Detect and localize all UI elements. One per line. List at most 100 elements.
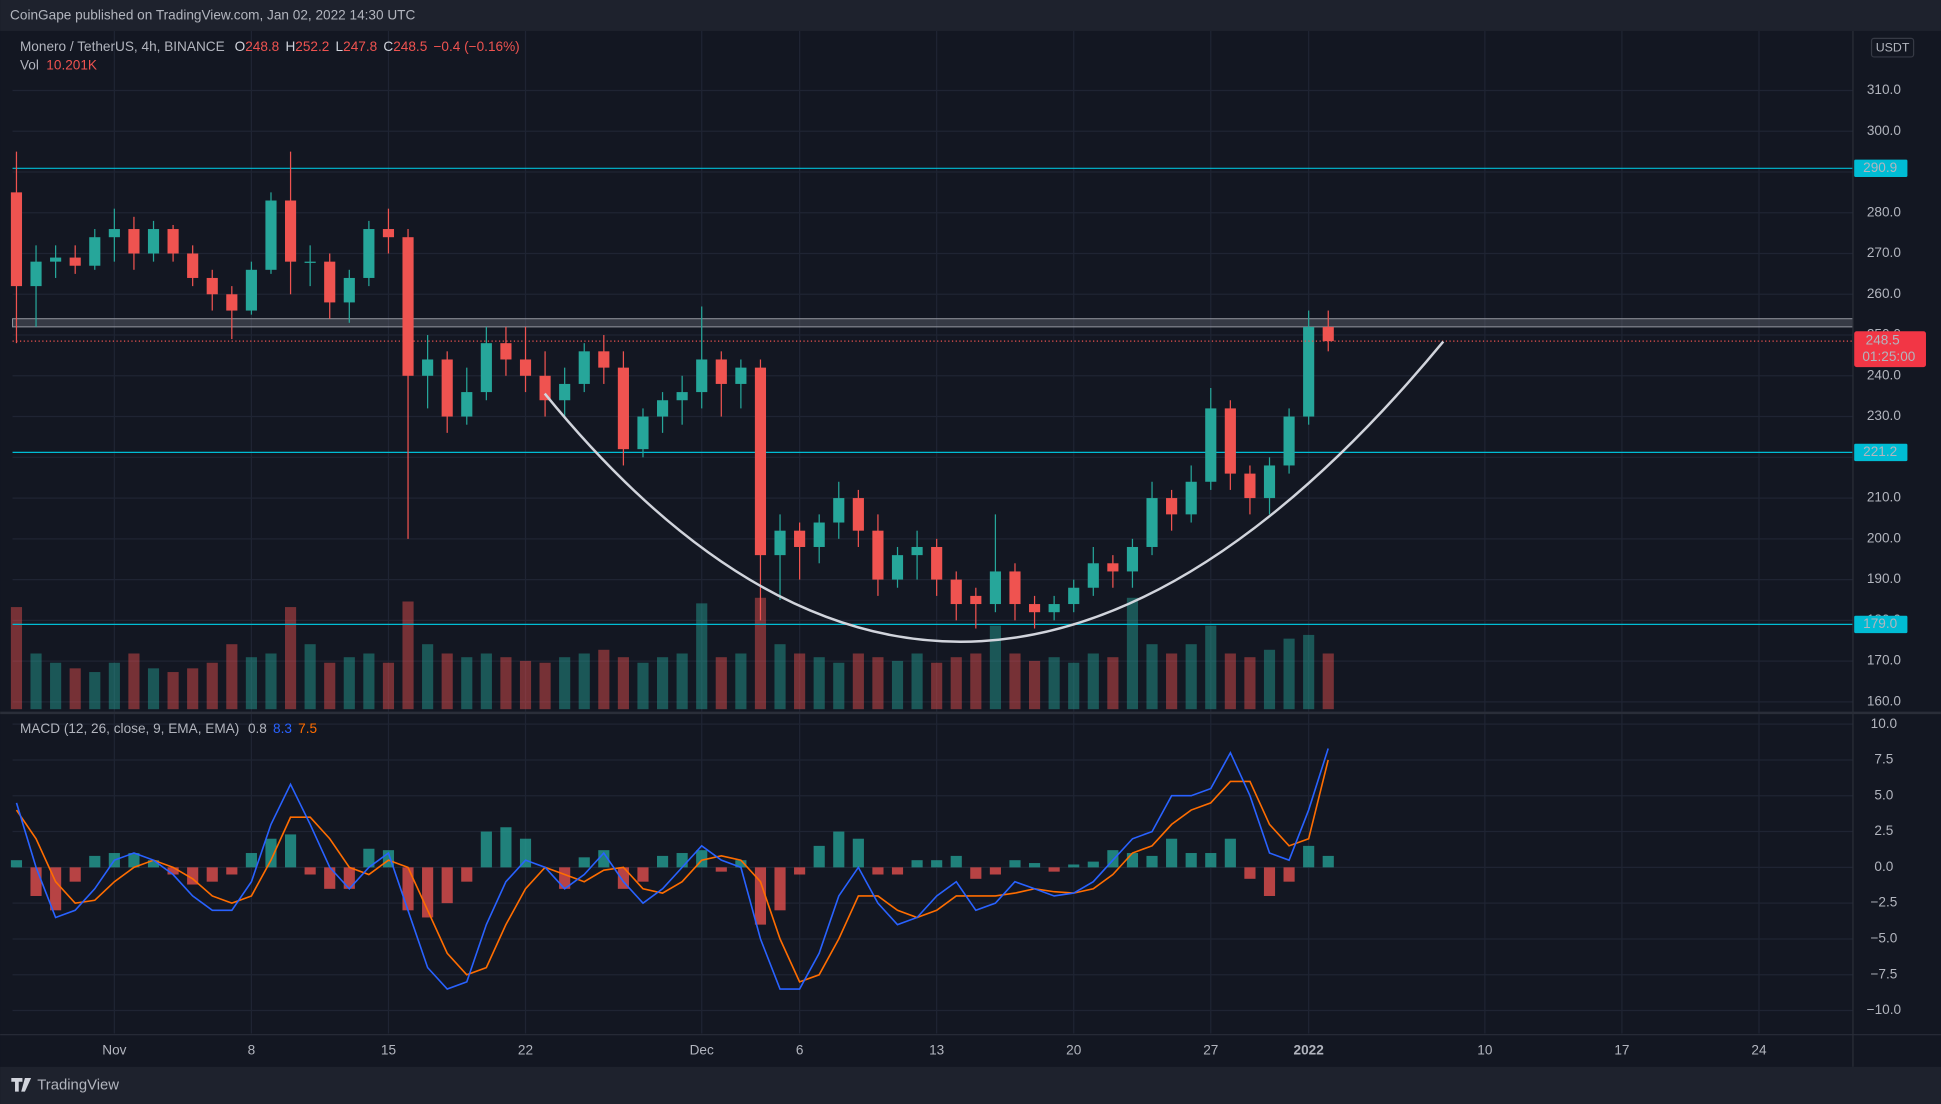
histogram-bar [1166, 838, 1178, 868]
candle-body [304, 261, 316, 263]
candle-body [1048, 604, 1060, 613]
candle-body [950, 579, 962, 605]
level-tag [1854, 159, 1908, 177]
histogram-bar [1263, 867, 1276, 896]
volume-bar [343, 657, 355, 710]
histogram-bar [441, 867, 453, 904]
macd-line [15, 748, 1329, 990]
candle-body [245, 269, 257, 311]
ohlc-value: 248.5 [393, 39, 427, 54]
histogram-bar [226, 867, 238, 875]
candle-body [1185, 481, 1197, 515]
volume-bar [989, 625, 1001, 710]
histogram-bar [265, 838, 277, 868]
signal-line [15, 759, 1329, 983]
volume-bar [187, 668, 199, 710]
histogram-bar [676, 853, 688, 868]
macd-reading: 8.3 [273, 721, 292, 736]
top-bar [0, 0, 1941, 31]
y-tick-label: 5.0 [1874, 787, 1893, 802]
candle-body [911, 546, 923, 556]
volume-bar [1205, 625, 1217, 710]
candle-body [715, 359, 727, 384]
y-tick-label: 190.0 [1867, 571, 1901, 586]
candle-body [989, 571, 1001, 605]
candle-body [1068, 587, 1080, 605]
volume-bar [1224, 653, 1236, 710]
volume-bar [950, 657, 962, 710]
volume-bar [891, 660, 904, 710]
y-tick-label: 2.5 [1874, 823, 1893, 838]
ohlc-key: C [383, 39, 393, 54]
histogram-bar [794, 867, 806, 875]
histogram-bar [245, 853, 257, 868]
candle-body [1028, 604, 1041, 613]
volume-bar [167, 672, 179, 710]
volume-bar [500, 657, 512, 710]
volume-value: 10.201K [46, 57, 97, 72]
y-tick-label: −7.5 [1870, 966, 1897, 981]
histogram-bar [461, 867, 473, 882]
volume-bar [108, 662, 120, 710]
volume-bar [715, 657, 727, 710]
footer-bar [0, 1066, 1941, 1104]
last-price-label: 248.5 [1866, 333, 1900, 348]
candle-body [480, 343, 492, 393]
y-tick-label: 10.0 [1871, 716, 1898, 731]
volume-bar [284, 607, 297, 710]
candle-body [696, 359, 708, 393]
volume-legend: Vol 10.201K [20, 57, 97, 72]
volume-bar [1283, 638, 1295, 710]
ohlc-key: L [336, 39, 344, 54]
histogram-bar [480, 831, 492, 868]
histogram-bar [1087, 861, 1099, 868]
ohlc-value: 252.2 [295, 39, 329, 54]
histogram-bar [324, 867, 336, 889]
tradingview-logo [11, 1078, 32, 1092]
histogram-bar [206, 867, 218, 882]
candle-body [794, 530, 806, 547]
y-tick-label: −10.0 [1867, 1002, 1902, 1017]
histogram-bar [363, 848, 375, 868]
volume-bar [774, 644, 786, 710]
candle-body [1205, 408, 1217, 482]
ohlc-key: H [285, 39, 295, 54]
candle-body [441, 359, 453, 417]
histogram-bar [754, 867, 767, 925]
candle-body [89, 237, 101, 266]
histogram-bar [304, 867, 316, 875]
histogram-bar [1244, 867, 1256, 879]
volume-bar [578, 653, 590, 710]
candle-body [30, 261, 42, 287]
candle-body [1322, 326, 1334, 342]
volume-bar [461, 657, 473, 710]
histogram-bar [970, 867, 982, 879]
volume-bar [1146, 644, 1158, 710]
histogram-bar [578, 857, 590, 868]
volume-bar [1048, 657, 1060, 710]
volume-bar [1126, 597, 1139, 710]
candle-body [69, 257, 81, 266]
volume-bar [363, 653, 375, 710]
histogram-bar [833, 831, 845, 868]
candle-body [1263, 465, 1276, 499]
volume-bar [970, 653, 982, 710]
candle-body [50, 257, 62, 262]
histogram-bar [147, 860, 160, 868]
volume-bar [128, 653, 140, 710]
volume-bar [656, 657, 669, 710]
level-label: 290.9 [1863, 160, 1897, 175]
y-tick-label: 270.0 [1867, 245, 1901, 260]
candle-body [10, 192, 23, 287]
candle-body [187, 253, 199, 278]
candle-body [735, 367, 747, 384]
x-tick-label: 22 [518, 1042, 533, 1057]
volume-bar [1303, 634, 1315, 710]
histogram-bar [656, 855, 669, 868]
y-tick-label: 280.0 [1867, 204, 1901, 219]
volume-bar [402, 601, 414, 710]
currency-box [1870, 37, 1915, 58]
volume-bar [559, 657, 571, 710]
